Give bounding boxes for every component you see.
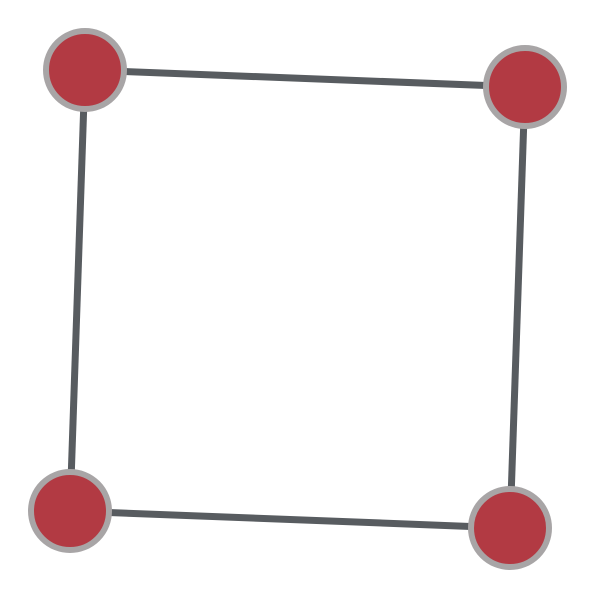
node-layer: [28, 28, 567, 570]
edge-bottom-left-top-left: [66, 69, 89, 512]
node-top-right: [483, 45, 567, 129]
edge-top-left-top-right: [84, 66, 526, 91]
edge-layer: [66, 66, 529, 532]
node-bottom-left: [28, 469, 112, 553]
node-bottom-right: [468, 486, 552, 570]
edge-top-right-bottom-right: [506, 86, 529, 529]
node-top-left: [43, 28, 127, 112]
edge-bottom-right-bottom-left: [69, 507, 511, 532]
